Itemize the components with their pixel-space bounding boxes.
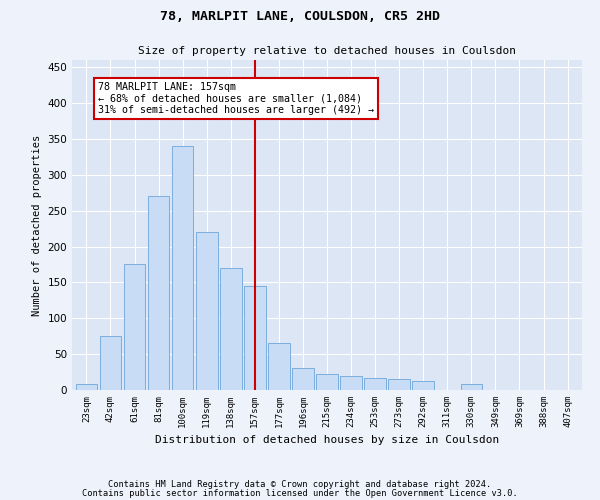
Bar [364, 378, 386, 390]
Title: Size of property relative to detached houses in Coulsdon: Size of property relative to detached ho… [138, 46, 516, 56]
Text: 78, MARLPIT LANE, COULSDON, CR5 2HD: 78, MARLPIT LANE, COULSDON, CR5 2HD [160, 10, 440, 23]
Bar [316, 374, 338, 390]
Bar [340, 376, 362, 390]
Bar [461, 384, 482, 390]
Bar [412, 380, 434, 390]
Text: Contains HM Land Registry data © Crown copyright and database right 2024.: Contains HM Land Registry data © Crown c… [109, 480, 491, 489]
Bar [76, 384, 97, 390]
Bar [148, 196, 169, 390]
Bar [100, 336, 121, 390]
X-axis label: Distribution of detached houses by size in Coulsdon: Distribution of detached houses by size … [155, 436, 499, 446]
Bar [292, 368, 314, 390]
Bar [388, 379, 410, 390]
Bar [196, 232, 218, 390]
Text: Contains public sector information licensed under the Open Government Licence v3: Contains public sector information licen… [82, 488, 518, 498]
Bar [220, 268, 242, 390]
Bar [124, 264, 145, 390]
Text: 78 MARLPIT LANE: 157sqm
← 68% of detached houses are smaller (1,084)
31% of semi: 78 MARLPIT LANE: 157sqm ← 68% of detache… [98, 82, 374, 114]
Bar [172, 146, 193, 390]
Y-axis label: Number of detached properties: Number of detached properties [32, 134, 42, 316]
Bar [244, 286, 266, 390]
Bar [268, 344, 290, 390]
